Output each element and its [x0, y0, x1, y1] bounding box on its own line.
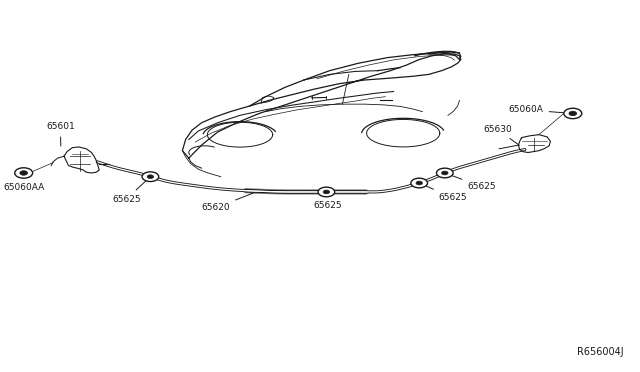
Circle shape [142, 172, 159, 182]
Circle shape [416, 181, 422, 185]
Text: 65625: 65625 [447, 174, 496, 191]
Circle shape [411, 178, 428, 188]
Circle shape [147, 175, 154, 179]
Text: 65620: 65620 [202, 193, 253, 212]
Text: 65060A: 65060A [509, 105, 570, 114]
Text: 65625: 65625 [422, 184, 467, 202]
Circle shape [15, 168, 33, 178]
Text: 65625: 65625 [314, 195, 342, 210]
Circle shape [564, 108, 582, 119]
Circle shape [323, 190, 330, 194]
Text: 65601: 65601 [46, 122, 75, 146]
Circle shape [569, 111, 577, 116]
Text: 65060AA: 65060AA [3, 176, 44, 192]
Circle shape [20, 171, 28, 175]
Text: 65630: 65630 [483, 125, 519, 145]
Circle shape [442, 171, 448, 175]
Text: 65625: 65625 [112, 179, 148, 203]
Text: R656004J: R656004J [577, 347, 624, 357]
Circle shape [436, 168, 453, 178]
Circle shape [318, 187, 335, 197]
